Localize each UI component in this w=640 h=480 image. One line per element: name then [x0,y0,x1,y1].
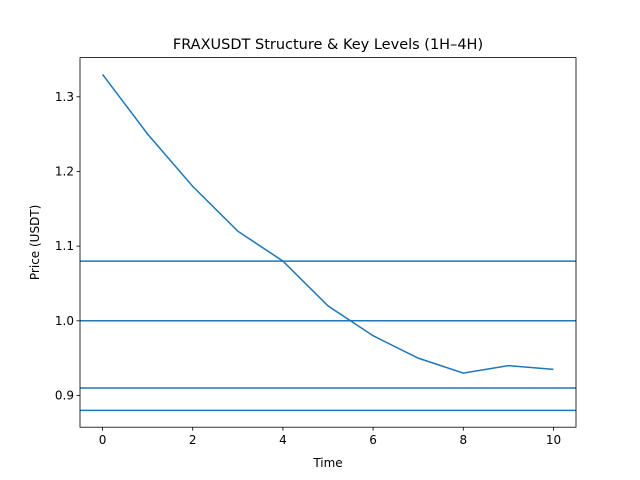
x-tick-label: 8 [459,433,467,447]
y-tick-label: 0.9 [55,388,74,402]
chart-title: FRAXUSDT Structure & Key Levels (1H–4H) [173,37,483,53]
x-tick-label: 6 [369,433,377,447]
x-tick-label: 4 [279,433,287,447]
y-tick-label: 1.1 [55,239,74,253]
x-tick-label: 0 [99,433,107,447]
x-axis-label: Time [312,456,342,470]
y-tick-label: 1.0 [55,314,74,328]
x-tick-label: 10 [546,433,561,447]
x-tick-label: 2 [189,433,197,447]
price-line [101,73,554,374]
y-tick-label: 1.2 [55,164,74,178]
axes-frame [79,57,577,428]
y-tick-label: 1.3 [55,90,74,104]
y-axis-label: Price (USDT) [28,205,42,280]
